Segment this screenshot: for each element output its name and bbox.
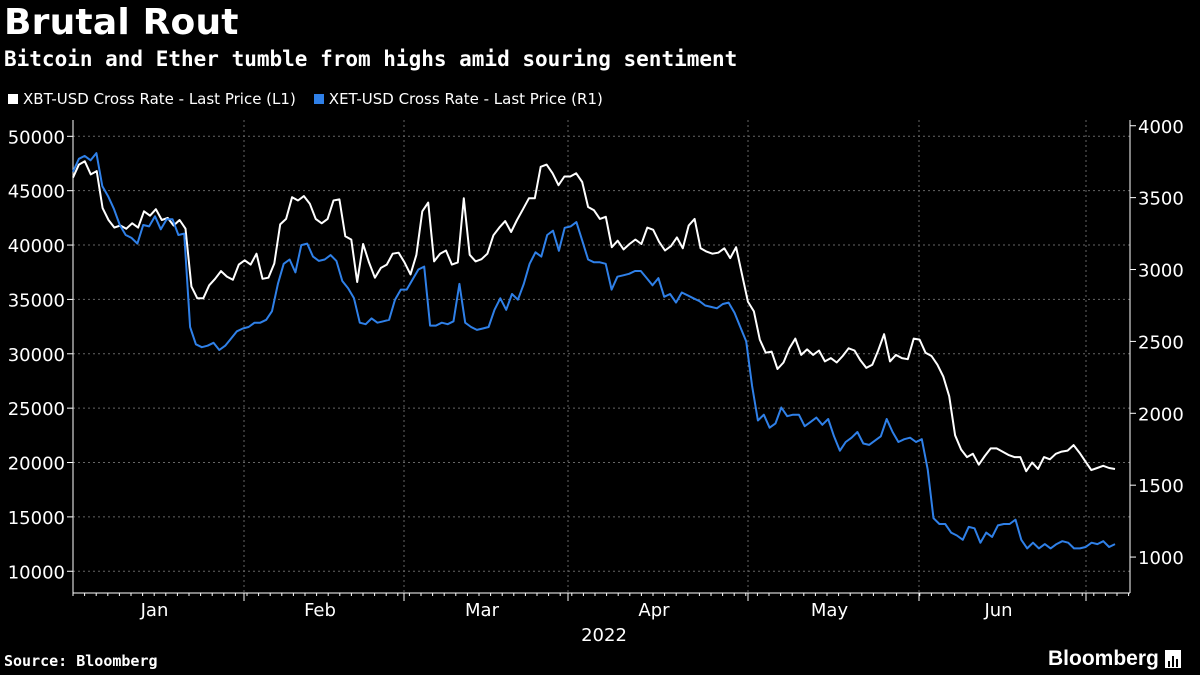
chart-subtitle: Bitcoin and Ether tumble from highs amid… bbox=[4, 47, 738, 71]
legend-swatch-xet bbox=[313, 94, 324, 104]
x-year-label: 2022 bbox=[581, 625, 627, 646]
y-left-tick-label: 15000 bbox=[8, 508, 65, 529]
chart-title: Brutal Rout bbox=[4, 2, 239, 43]
y-right-tick-label: 3000 bbox=[1138, 261, 1184, 282]
series-line-xbt bbox=[72, 160, 1116, 473]
brand-name: Bloomberg bbox=[1048, 647, 1159, 670]
y-left-tick-label: 45000 bbox=[8, 182, 65, 203]
x-tick-label: Mar bbox=[465, 600, 500, 621]
legend: XBT-USD Cross Rate - Last Price (L1) XET… bbox=[8, 90, 603, 108]
legend-item-xet: XET-USD Cross Rate - Last Price (R1) bbox=[313, 90, 603, 108]
y-right-tick-label: 1000 bbox=[1138, 548, 1184, 569]
y-left-tick-label: 35000 bbox=[8, 290, 65, 311]
x-tick-label: Jun bbox=[983, 600, 1012, 621]
y-left-tick-label: 40000 bbox=[8, 236, 65, 257]
y-left-tick-label: 30000 bbox=[8, 345, 65, 366]
brand-logo: Bloomberg bbox=[1048, 647, 1181, 671]
y-left-tick-label: 10000 bbox=[8, 562, 65, 583]
x-tick-label: Jan bbox=[140, 600, 169, 621]
y-left-tick-label: 25000 bbox=[8, 399, 65, 420]
y-right-tick-label: 1500 bbox=[1138, 476, 1184, 497]
legend-label-xet: XET-USD Cross Rate - Last Price (R1) bbox=[328, 90, 603, 108]
series-line-xet bbox=[72, 152, 1116, 550]
legend-swatch-xbt bbox=[8, 94, 18, 104]
bar-chart-icon bbox=[1164, 650, 1181, 668]
source-note: Source: Bloomberg bbox=[4, 652, 158, 670]
y-right-tick-label: 4000 bbox=[1138, 117, 1184, 138]
y-right-tick-label: 2500 bbox=[1138, 332, 1184, 353]
x-tick-label: May bbox=[811, 600, 849, 621]
y-right-tick-label: 2000 bbox=[1138, 404, 1184, 425]
x-tick-label: Feb bbox=[304, 600, 336, 621]
y-left-tick-label: 50000 bbox=[8, 127, 65, 148]
y-right-tick-label: 3500 bbox=[1138, 189, 1184, 210]
legend-item-xbt: XBT-USD Cross Rate - Last Price (L1) bbox=[8, 90, 296, 108]
y-left-tick-label: 20000 bbox=[8, 454, 65, 475]
x-tick-label: Apr bbox=[638, 600, 670, 621]
legend-label-xbt: XBT-USD Cross Rate - Last Price (L1) bbox=[23, 90, 296, 108]
